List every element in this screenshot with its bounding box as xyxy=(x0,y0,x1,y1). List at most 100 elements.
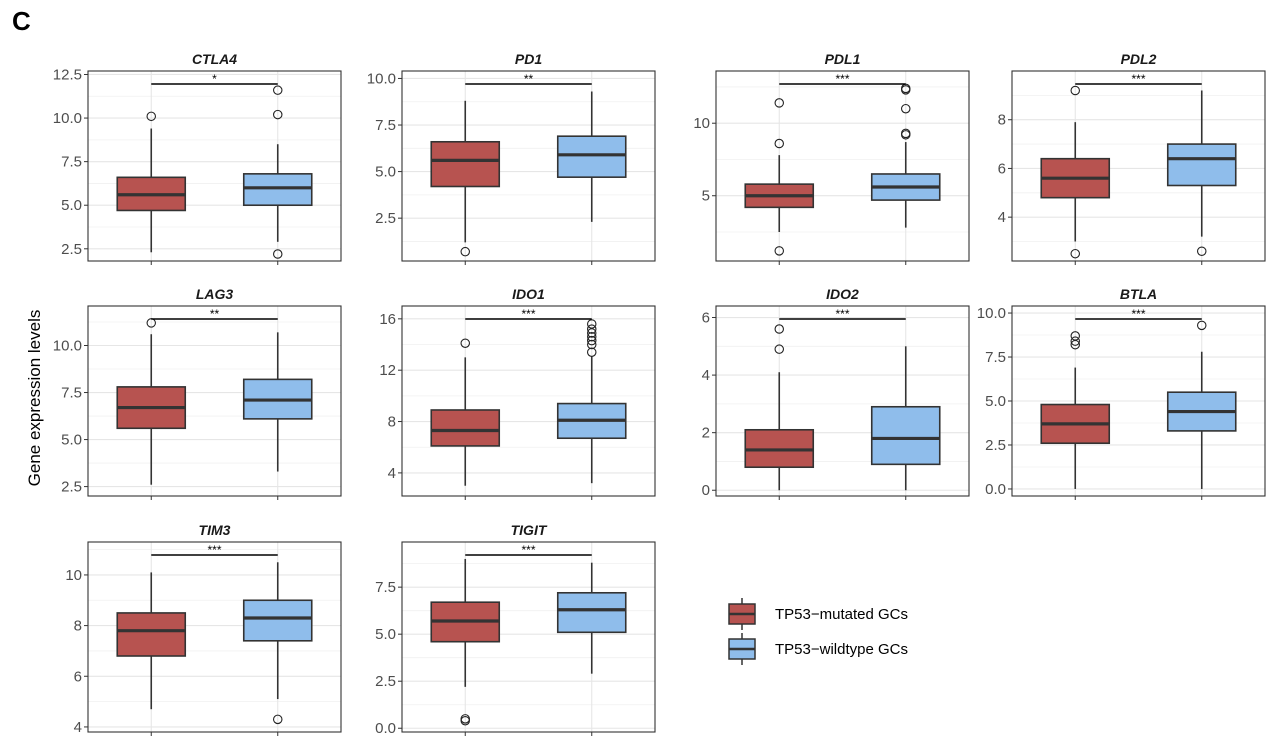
y-tick-label: 2.5 xyxy=(375,673,396,690)
outlier-point xyxy=(586,332,597,342)
box-mutated xyxy=(430,558,501,726)
y-tick-label: 12.5 xyxy=(53,66,82,83)
y-tick-label: 4 xyxy=(74,719,82,736)
facet-title: PDL2 xyxy=(1121,51,1157,67)
facet-ctla4: CTLA4 2.5 5.0 7.5 10.0 12.5 * xyxy=(53,51,342,265)
facet-title: BTLA xyxy=(1120,286,1157,302)
outlier-point xyxy=(586,335,597,346)
outlier-point xyxy=(900,85,911,95)
iqr-box xyxy=(870,405,941,466)
y-tick-label: 0.0 xyxy=(375,720,396,736)
panel-border xyxy=(87,70,342,262)
facet-tigit: TIGIT 0.0 2.5 5.0 7.5 *** xyxy=(375,522,656,736)
y-tick-label: 10.0 xyxy=(53,338,82,355)
outlier-point xyxy=(1197,246,1207,257)
facet-title: PD1 xyxy=(515,51,542,67)
significance-label: *** xyxy=(835,72,849,86)
iqr-box xyxy=(556,591,627,634)
outlier-point xyxy=(586,347,597,357)
y-tick-label: 6 xyxy=(74,668,82,685)
y-tick-label: 7.5 xyxy=(375,117,396,134)
facet-title: IDO2 xyxy=(826,286,859,302)
y-tick-label: 10 xyxy=(65,567,82,584)
y-tick-label: 2 xyxy=(702,425,710,442)
y-tick-label: 5.0 xyxy=(61,197,82,214)
y-tick-label: 10.0 xyxy=(53,110,82,127)
outlier-point xyxy=(774,324,784,334)
significance-label: *** xyxy=(521,543,535,557)
panel-border xyxy=(401,70,656,262)
outlier-point xyxy=(460,338,470,348)
outlier-point xyxy=(774,246,784,256)
facet-pdl2: PDL2 4 6 8 *** xyxy=(998,51,1266,265)
box-wildtype xyxy=(870,83,941,228)
box-wildtype xyxy=(556,562,627,674)
y-tick-label: 2.5 xyxy=(61,479,82,496)
facet-title: TIGIT xyxy=(511,522,548,538)
panel-label: C xyxy=(12,6,31,36)
y-tick-label: 5.0 xyxy=(375,626,396,643)
box-wildtype xyxy=(242,332,313,472)
box-wildtype xyxy=(870,346,941,491)
panel-border xyxy=(1011,305,1266,497)
panel-border xyxy=(87,541,342,733)
box-mutated xyxy=(116,572,187,710)
box-wildtype xyxy=(1166,320,1237,489)
y-tick-label: 0 xyxy=(702,482,710,499)
outlier-point xyxy=(900,130,911,140)
y-tick-label: 2.5 xyxy=(985,437,1006,454)
facet-title: TIM3 xyxy=(199,522,231,538)
legend-item-wildtype: TP53−wildtype GCs xyxy=(728,633,908,665)
y-tick-label: 10.0 xyxy=(977,305,1006,322)
y-tick-label: 8 xyxy=(998,112,1006,129)
outlier-point xyxy=(146,111,157,122)
box-mutated xyxy=(430,100,501,257)
outlier-point xyxy=(1070,85,1081,96)
y-tick-label: 0.0 xyxy=(985,481,1006,498)
y-tick-label: 6 xyxy=(998,160,1006,177)
y-tick-label: 8 xyxy=(388,414,396,431)
facet-tim3: TIM3 4 6 8 10 *** xyxy=(65,522,342,736)
box-mutated xyxy=(116,318,187,485)
y-axis-label: Gene expression levels xyxy=(25,310,44,487)
outlier-point xyxy=(900,103,911,114)
y-tick-label: 6 xyxy=(702,310,710,327)
box-wildtype xyxy=(1166,90,1237,257)
facet-lag3: LAG3 2.5 5.0 7.5 10.0 ** xyxy=(53,286,342,500)
legend: TP53−mutated GCs TP53−wildtype GCs xyxy=(728,598,908,665)
outlier-point xyxy=(586,328,597,338)
box-mutated xyxy=(744,98,815,256)
outlier-point xyxy=(272,85,283,95)
y-tick-label: 5 xyxy=(702,188,710,205)
y-tick-label: 4 xyxy=(702,367,710,384)
y-tick-label: 4 xyxy=(998,209,1006,226)
facet-title: CTLA4 xyxy=(192,51,237,67)
significance-label: *** xyxy=(1131,307,1145,321)
outlier-point xyxy=(774,138,784,149)
panel-border xyxy=(715,305,970,497)
legend-item-mutated: TP53−mutated GCs xyxy=(728,598,908,630)
y-tick-label: 7.5 xyxy=(61,385,82,402)
significance-label: *** xyxy=(207,543,221,557)
significance-label: ** xyxy=(524,72,534,86)
facet-title: IDO1 xyxy=(512,286,545,302)
outlier-point xyxy=(272,109,283,120)
iqr-box xyxy=(242,599,313,642)
panel-border xyxy=(87,305,342,497)
box-mutated xyxy=(1040,85,1111,259)
iqr-box xyxy=(556,135,627,178)
y-tick-label: 12 xyxy=(379,362,396,379)
outlier-point xyxy=(774,98,784,108)
facet-title: PDL1 xyxy=(825,51,861,67)
iqr-box xyxy=(430,409,501,447)
outlier-point xyxy=(586,324,597,334)
facet-ido2: IDO2 0 2 4 6 *** xyxy=(702,286,970,500)
y-tick-label: 4 xyxy=(388,465,396,482)
y-tick-label: 5.0 xyxy=(61,432,82,449)
significance-label: *** xyxy=(835,307,849,321)
facet-pdl1: PDL1 5 10 *** xyxy=(693,51,970,265)
iqr-box xyxy=(1166,143,1237,187)
outlier-point xyxy=(1070,339,1081,350)
facet-btla: BTLA 0.0 2.5 5.0 7.5 10.0 *** xyxy=(977,286,1266,500)
